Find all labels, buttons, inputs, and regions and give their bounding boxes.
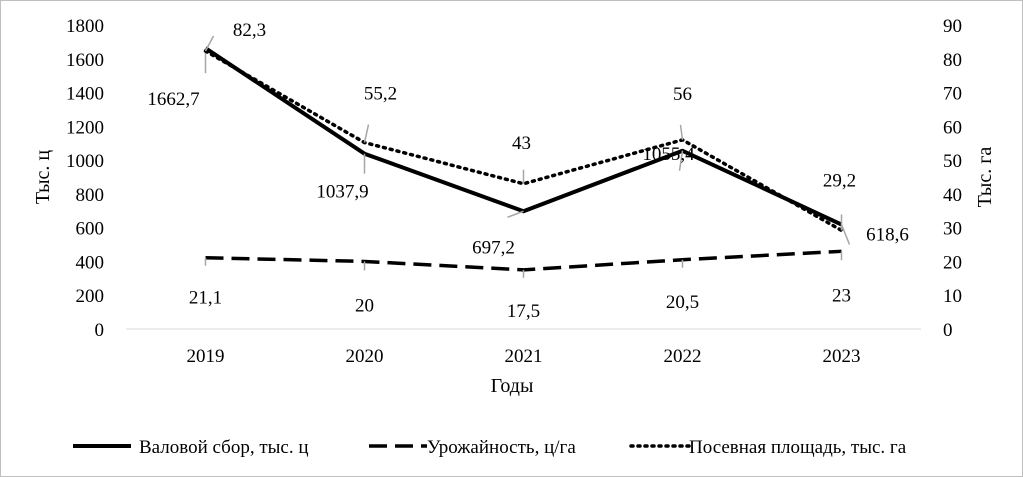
y-right-tick-label: 90 — [943, 16, 962, 37]
data-label-leader — [678, 150, 684, 171]
data-label-leader — [840, 224, 851, 245]
y-left-tick-label: 1000 — [66, 151, 104, 172]
legend-label: Посевная площадь, тыс. га — [689, 437, 907, 458]
y-right-tick-label: 70 — [943, 84, 962, 105]
data-label-leader — [507, 210, 524, 218]
series-line-dashed — [205, 249, 842, 272]
y-left-tick-label: 200 — [76, 286, 105, 307]
data-label: 20 — [355, 295, 374, 316]
x-axis-title: Годы — [491, 375, 534, 397]
y-left-tick-label: 1200 — [66, 117, 104, 138]
data-label-leader — [363, 124, 370, 143]
data-label: 1037,9 — [316, 182, 368, 203]
data-label: 20,5 — [666, 292, 699, 313]
data-label: 23 — [832, 285, 851, 306]
data-label: 21,1 — [189, 288, 222, 309]
data-label-leader — [204, 35, 215, 52]
y-left-tick-label: 1800 — [66, 16, 104, 37]
y-right-axis-title: Тыс. га — [974, 147, 996, 208]
series-line-dotted — [203, 49, 844, 233]
x-tick-label: 2023 — [823, 346, 861, 367]
data-label: 1055,4 — [642, 144, 695, 165]
y-left-axis-title: Тыс. ц — [32, 150, 54, 205]
y-left-tick-label: 1600 — [66, 50, 104, 71]
y-left-tick-label: 0 — [95, 320, 105, 341]
y-right-tick-label: 50 — [943, 151, 962, 172]
y-left-tick-label: 400 — [76, 252, 105, 273]
x-tick-label: 2021 — [505, 346, 543, 367]
data-label: 1662,7 — [147, 89, 199, 110]
data-label: 56 — [673, 84, 692, 105]
legend-label: Урожайность, ц/га — [427, 437, 576, 458]
data-label: 697,2 — [472, 237, 515, 258]
legend-label: Валовой сбор, тыс. ц — [139, 437, 309, 458]
data-label: 82,3 — [233, 20, 266, 41]
x-tick-label: 2019 — [187, 346, 225, 367]
x-tick-label: 2022 — [664, 346, 702, 367]
x-tick-label: 2020 — [346, 346, 384, 367]
data-label: 29,2 — [823, 170, 856, 191]
y-right-tick-label: 40 — [943, 185, 962, 206]
data-label: 618,6 — [866, 225, 909, 246]
data-label-leader — [679, 124, 684, 140]
y-left-tick-label: 600 — [76, 219, 105, 240]
y-right-tick-label: 10 — [943, 286, 962, 307]
y-right-tick-label: 80 — [943, 50, 962, 71]
y-right-tick-label: 20 — [943, 252, 962, 273]
data-label: 17,5 — [507, 301, 540, 322]
data-label: 55,2 — [364, 84, 397, 105]
y-right-tick-label: 60 — [943, 117, 962, 138]
y-left-tick-label: 1400 — [66, 84, 104, 105]
y-right-tick-label: 30 — [943, 219, 962, 240]
data-label: 43 — [512, 133, 531, 154]
y-right-tick-label: 0 — [943, 320, 953, 341]
y-left-tick-label: 800 — [76, 185, 105, 206]
